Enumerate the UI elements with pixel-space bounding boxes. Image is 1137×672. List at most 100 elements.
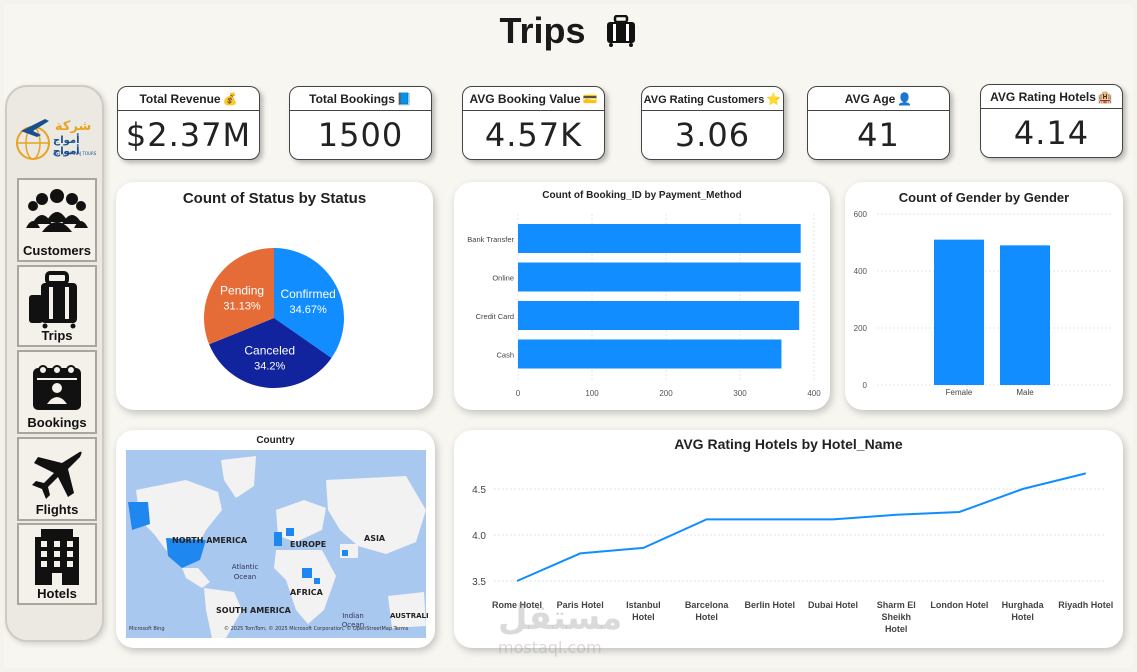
- y-tick-label: 4.5: [472, 485, 486, 496]
- kpi-value: 1500: [317, 116, 404, 154]
- bar[interactable]: [518, 262, 801, 292]
- kpi-label: AVG Booking Value: [469, 92, 581, 106]
- country-map-panel: Country NORTH A: [116, 430, 435, 648]
- sidebar: شركة أمواج أمواج ASTRA AMWAJ TOURS Custo…: [5, 85, 104, 642]
- sidebar-item-trips[interactable]: Trips: [17, 265, 97, 347]
- company-logo: شركة أمواج أمواج ASTRA AMWAJ TOURS: [15, 107, 99, 167]
- pie-pct-label: 31.13%: [223, 300, 261, 312]
- chart-title: Count of Booking_ID by Payment_Method: [542, 190, 742, 201]
- suitcase-icon: [29, 271, 77, 329]
- pie-slice[interactable]: [204, 248, 274, 345]
- x-tick-label: Hurghada Hotel: [1002, 600, 1045, 622]
- chart-title: Count of Status by Status: [182, 190, 367, 207]
- x-tick-label: Female: [946, 388, 973, 397]
- bar[interactable]: [518, 339, 782, 369]
- map-label: ASIA: [364, 534, 386, 543]
- payment-bar-chart[interactable]: 0 100 200 300 400 Bank Transfer Online Credit C…: [454, 200, 830, 410]
- chart-title: Country: [256, 435, 295, 446]
- status-pie-panel: Count of Status by Status Confirmed 34.67…: [116, 182, 433, 410]
- kpi-total-revenue: Total Revenue 💰 $2.37M: [117, 86, 260, 160]
- x-tick-label: Istanbul Hotel: [626, 600, 661, 622]
- y-tick-label: Bank Transfer: [467, 235, 514, 244]
- logo-arabic-sub: أمواج أمواج: [53, 135, 80, 157]
- kpi-value: 4.57K: [484, 116, 583, 154]
- y-tick-label: 200: [854, 324, 868, 333]
- x-tick-label: Dubai Hotel: [808, 600, 858, 610]
- kpi-label: Total Revenue: [139, 92, 221, 106]
- x-tick-label: Berlin Hotel: [745, 600, 796, 610]
- money-bag-icon: 💰: [222, 92, 238, 106]
- logo-caption: ASTRA AMWAJ TOURS: [53, 151, 97, 156]
- gender-bar-chart[interactable]: 0 200 400 600 Female Male: [845, 182, 1123, 410]
- map-label: AFRICA: [290, 588, 323, 597]
- sidebar-item-hotels[interactable]: Hotels: [17, 523, 97, 605]
- map-label: NORTH AMERICA: [172, 536, 248, 545]
- sidebar-item-bookings[interactable]: Bookings: [17, 350, 97, 434]
- map-credit: © 2025 TomTom, © 2025 Microsoft Corporat…: [224, 626, 409, 632]
- hotel-line-panel: AVG Rating Hotels by Hotel_Name 3.5 4.0 4.…: [454, 430, 1123, 648]
- credit-card-icon: 💳: [582, 92, 598, 106]
- status-pie-chart[interactable]: Confirmed 34.67% Canceled 34.2% Pending 31.13…: [116, 210, 433, 410]
- pie-pct-label: 34.2%: [254, 360, 285, 372]
- bar[interactable]: [518, 301, 800, 330]
- series-line[interactable]: [516, 472, 1087, 582]
- chart-title: Count of Gender by Gender: [898, 190, 1070, 205]
- x-tick-label: 100: [585, 389, 599, 398]
- logo-arabic-text: شركة: [55, 119, 92, 134]
- pie-label: Canceled: [244, 343, 295, 357]
- sidebar-item-label: Trips: [41, 328, 73, 343]
- x-tick-label: 400: [807, 389, 821, 398]
- bar[interactable]: [1000, 245, 1050, 385]
- watermark-url: mostaql.com: [498, 638, 602, 657]
- kpi-avg-booking-value: AVG Booking Value 💳 4.57K: [462, 86, 605, 160]
- sidebar-item-label: Customers: [23, 243, 91, 258]
- kpi-label: AVG Age: [844, 92, 896, 106]
- pie-slice[interactable]: [274, 248, 344, 358]
- suitcase-icon: [606, 14, 635, 47]
- calendar-person-icon: [33, 365, 81, 410]
- sidebar-item-label: Bookings: [27, 415, 87, 430]
- y-tick-label: 0: [863, 381, 868, 390]
- pie-pct-label: 34.67%: [289, 304, 327, 316]
- watermark-logo: مستقل: [498, 598, 623, 638]
- hotel-line-chart[interactable]: 3.5 4.0 4.5 Rome Hotel Paris Hotel Istanbul Ho…: [454, 430, 1123, 648]
- kpi-value: 4.14: [1013, 114, 1090, 152]
- y-tick-label: Credit Card: [476, 312, 514, 321]
- map-label: EUROPE: [290, 540, 327, 549]
- world-map[interactable]: NORTH AMERICA EUROPE ASIA Atlantic Ocean…: [126, 450, 429, 638]
- kpi-value: $2.37M: [125, 116, 252, 154]
- x-tick-label: Riyadh Hotel: [1058, 600, 1113, 610]
- bar[interactable]: [934, 239, 984, 385]
- pie-slice[interactable]: [209, 318, 332, 388]
- y-tick-label: 400: [854, 267, 868, 276]
- payment-bar-panel: Count of Booking_ID by Payment_Method 0 1…: [454, 182, 830, 410]
- map-label: AUSTRALI: [390, 612, 429, 620]
- sidebar-item-flights[interactable]: Flights: [17, 437, 97, 521]
- y-tick-label: Cash: [496, 351, 514, 360]
- sidebar-item-label: Hotels: [37, 586, 77, 601]
- x-tick-label: 200: [659, 389, 673, 398]
- x-tick-label: London Hotel: [930, 600, 988, 610]
- y-tick-label: 4.0: [472, 531, 486, 542]
- x-tick-label: Male: [1016, 388, 1034, 397]
- kpi-label: AVG Rating Customers: [643, 94, 765, 106]
- pie-label: Confirmed: [280, 287, 335, 301]
- x-tick-label: Paris Hotel: [557, 600, 604, 610]
- map-label: SOUTH AMERICA: [216, 606, 291, 615]
- kpi-label: AVG Rating Hotels: [990, 90, 1096, 104]
- y-tick-label: Online: [492, 274, 514, 283]
- kpi-label: Total Bookings: [309, 92, 395, 106]
- person-icon: 👤: [897, 92, 913, 106]
- kpi-avg-rating-customers: AVG Rating Customers ⭐ 3.06: [641, 86, 784, 160]
- kpi-value: 41: [857, 116, 900, 154]
- sidebar-item-customers[interactable]: Customers: [17, 178, 97, 262]
- pie-label: Pending: [220, 283, 264, 297]
- x-tick-label: Rome Hotel: [492, 600, 542, 610]
- x-tick-label: 0: [516, 389, 521, 398]
- x-tick-label: Sharm El Sheikh Hotel: [877, 600, 916, 634]
- hotel-icon: 🏨: [1097, 90, 1113, 104]
- bar[interactable]: [518, 224, 801, 253]
- hotel-building-icon: [35, 529, 79, 585]
- kpi-value: 3.06: [674, 116, 751, 154]
- star-icon: ⭐: [766, 92, 782, 106]
